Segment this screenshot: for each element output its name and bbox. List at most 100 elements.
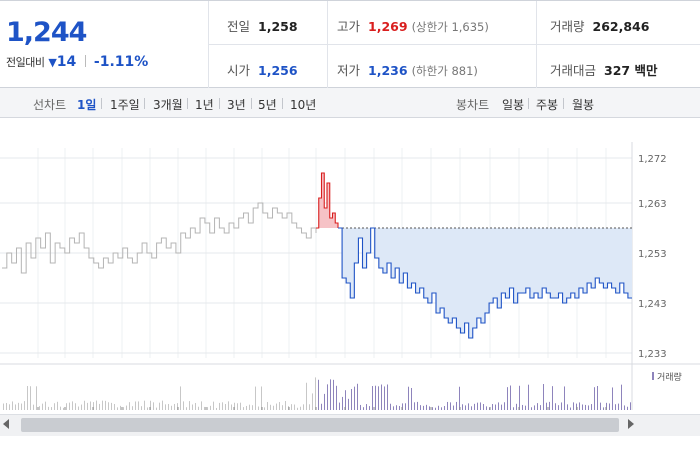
volume-bar — [252, 405, 253, 410]
scroll-left-icon[interactable] — [3, 419, 9, 429]
stat-amount: 거래대금 327 백만 — [550, 63, 658, 78]
volume-bar — [6, 402, 7, 410]
volume-bar — [438, 405, 439, 410]
chart-tabs: 선차트 1일 1주일 3개월 1년 3년 5년 10년 봉차트 일봉 주봉 월봉 — [0, 88, 700, 118]
tab-1y[interactable]: 1년 — [195, 98, 214, 112]
volume-bar — [471, 406, 472, 410]
scroll-thumb[interactable] — [21, 418, 619, 432]
volume-bar — [174, 403, 175, 410]
tab-monthly-candle[interactable]: 월봉 — [572, 98, 595, 112]
volume-bar — [597, 386, 598, 410]
volume-bar — [564, 386, 565, 410]
divider — [101, 98, 102, 109]
stat-open: 시가 1,256 — [227, 63, 298, 78]
volume-bar — [246, 405, 247, 410]
volume-bar — [609, 403, 610, 410]
volume-bar — [540, 405, 541, 410]
volume-bar — [435, 407, 436, 410]
divider — [327, 1, 328, 88]
volume-bar — [474, 403, 475, 410]
volume-bar — [270, 404, 271, 410]
volume-bar — [78, 406, 79, 410]
tab-1w[interactable]: 1주일 — [110, 98, 140, 112]
volume-bar — [600, 402, 601, 410]
volume-bar — [588, 405, 589, 410]
volume-bar — [414, 402, 415, 410]
volume-bar — [621, 384, 622, 410]
volume-bar — [315, 377, 316, 410]
volume-bar — [114, 403, 115, 410]
volume-bar — [120, 405, 121, 410]
volume-bar — [507, 387, 508, 410]
volume-bar — [279, 402, 280, 410]
y-tick-label: 1,253 — [638, 249, 667, 260]
volume-bar — [576, 403, 577, 410]
volume-bar — [630, 402, 631, 410]
volume-bar — [93, 402, 94, 410]
volume-bar — [570, 407, 571, 410]
volume-bar — [582, 404, 583, 410]
volume-bar — [9, 404, 10, 410]
volume-bar — [615, 404, 616, 410]
volume-bar — [345, 390, 346, 410]
volume-bar — [396, 405, 397, 410]
volume-bar — [213, 401, 214, 410]
volume-bar — [105, 400, 106, 410]
chart-scrollbar[interactable] — [0, 414, 700, 436]
volume-bar — [465, 405, 466, 410]
volume-bar — [441, 407, 442, 410]
volume-bar — [372, 386, 373, 410]
volume-bar — [486, 406, 487, 410]
volume-bar — [321, 403, 322, 410]
volume-bar — [222, 402, 223, 410]
tab-daily-candle[interactable]: 일봉 — [502, 98, 525, 112]
scroll-right-icon[interactable] — [628, 419, 634, 429]
volume-bar — [399, 405, 400, 410]
volume-bar — [12, 401, 13, 410]
volume-bar — [591, 404, 592, 410]
tab-3y[interactable]: 3년 — [227, 98, 246, 112]
volume-bar — [504, 402, 505, 410]
volume-bar — [567, 404, 568, 410]
volume-bar — [579, 402, 580, 410]
volume-bar — [342, 396, 343, 410]
volume-bar — [483, 403, 484, 410]
volume-bar — [33, 404, 34, 410]
divider — [536, 1, 537, 88]
volume-bar — [327, 384, 328, 410]
volume-bar — [432, 407, 433, 410]
volume-bar — [585, 404, 586, 410]
tab-weekly-candle[interactable]: 주봉 — [536, 98, 559, 112]
volume-bar — [306, 382, 307, 410]
tab-3m[interactable]: 3개월 — [153, 98, 183, 112]
volume-bar — [255, 386, 256, 410]
volume-bar — [24, 401, 25, 410]
stat-prev-close: 전일 1,258 — [227, 19, 298, 34]
volume-bar — [201, 401, 202, 410]
volume-bar — [411, 387, 412, 410]
volume-bar — [84, 400, 85, 410]
volume-bar — [150, 400, 151, 410]
volume-bar — [450, 402, 451, 410]
volume-bar — [552, 386, 553, 410]
volume-bar — [534, 405, 535, 410]
tab-5y[interactable]: 5년 — [258, 98, 277, 112]
volume-bar — [21, 403, 22, 410]
volume-bar — [117, 407, 118, 410]
volume-bar — [123, 407, 124, 410]
tab-10y[interactable]: 10년 — [290, 98, 317, 112]
volume-bar — [573, 402, 574, 410]
volume-bar — [69, 402, 70, 410]
volume-bar — [480, 402, 481, 410]
change-row: 전일대비 ▼14 -1.11% — [6, 54, 148, 70]
stat-volume: 거래량 262,846 — [550, 19, 650, 34]
volume-bar — [18, 402, 19, 410]
volume-bar — [303, 404, 304, 410]
tab-1d[interactable]: 1일 — [77, 98, 97, 112]
volume-bar — [477, 402, 478, 410]
volume-bar — [522, 404, 523, 410]
volume-bar — [495, 404, 496, 410]
volume-bar — [444, 406, 445, 410]
volume-bar — [219, 402, 220, 410]
volume-bar — [510, 385, 511, 410]
